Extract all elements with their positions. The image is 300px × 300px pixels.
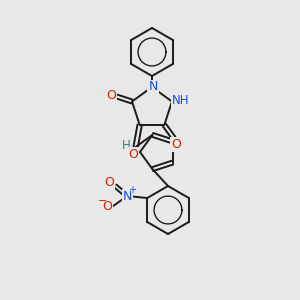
Text: +: + — [128, 185, 136, 195]
Text: O: O — [171, 138, 181, 152]
Text: N: N — [148, 80, 158, 94]
Text: NH: NH — [172, 94, 190, 107]
Text: N: N — [122, 190, 132, 202]
Text: H: H — [122, 140, 131, 152]
Text: O: O — [102, 200, 112, 214]
Text: O: O — [128, 148, 138, 160]
Text: O: O — [106, 89, 116, 102]
Text: O: O — [104, 176, 114, 190]
Text: −: − — [98, 196, 107, 206]
